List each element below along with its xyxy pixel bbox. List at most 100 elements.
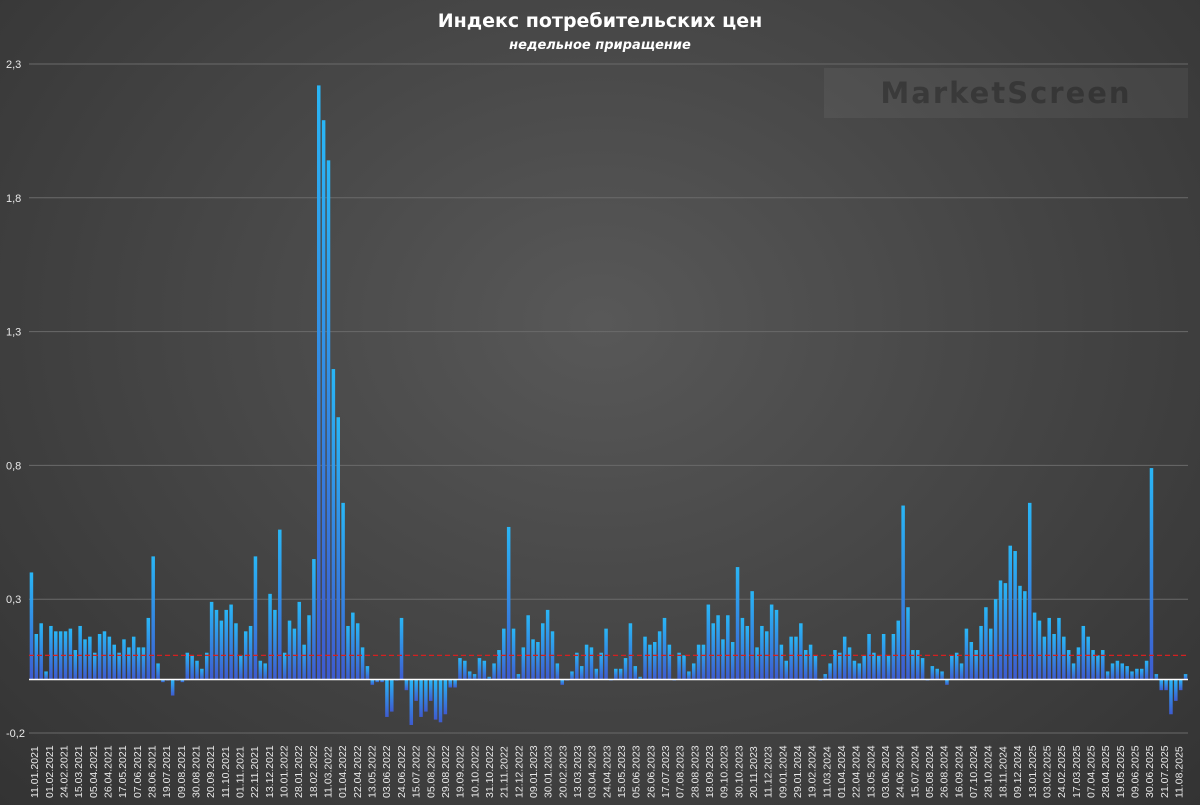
bar [107,636,112,680]
bar [209,601,214,680]
bar [482,660,487,680]
y-axis: -0,2 0,3 0,8 1,3 1,8 2,3 [6,59,25,740]
bar [185,652,190,680]
x-tick-label: 13.01.2025 [1027,745,1039,798]
bar [950,655,954,680]
bar [219,620,224,680]
x-tick-label: 01.02.2021 [44,745,56,798]
x-tick-label: 24.02.2021 [58,745,70,798]
bar [560,679,564,685]
x-tick-label: 03.06.2024 [880,745,892,798]
x-tick-label: 07.08.2023 [675,745,687,798]
bar [214,609,219,680]
bar [760,625,764,680]
bar [618,668,623,680]
x-tick-label: 05.08.2022 [425,745,437,798]
bar [706,604,711,680]
x-tick-label: 24.02.2025 [1056,745,1068,798]
x-tick-label: 30.10.2023 [733,745,745,798]
bar [1027,502,1032,680]
bar [229,604,233,680]
bar [34,633,39,680]
bar [633,666,638,680]
x-tick-label: 10.01.2022 [279,745,291,798]
bar [974,650,978,680]
bar [657,631,662,680]
bar [526,615,530,680]
bar [146,617,151,680]
x-tick-label: 31.10.2022 [484,745,496,798]
bar [1023,591,1027,680]
bar [88,636,92,680]
bar [721,639,725,680]
bar [945,679,949,685]
y-tick-label: 1,8 [6,193,21,205]
x-tick-label: 01.11.2021 [235,746,247,798]
bar [1013,551,1017,680]
x-tick-label: 13.12.2021 [264,745,276,798]
bar [779,644,784,680]
x-tick-label: 30.08.2021 [191,745,203,798]
x-tick-label: 10.10.2022 [469,745,481,798]
bar [750,591,754,680]
bar [1149,468,1154,680]
bar [390,679,394,712]
bar [433,679,438,720]
bar [662,617,667,680]
x-tick-label: 11.08.2025 [1173,746,1185,798]
bar [594,668,599,680]
x-tick-label: 26.04.2021 [102,745,114,798]
bar [1071,663,1076,680]
bar [604,628,608,680]
bar [497,650,501,680]
chart-subtitle: недельное приращение [509,38,691,53]
x-tick-label: 05.06.2023 [631,745,643,798]
x-tick-label: 24.06.2022 [396,745,408,798]
bar [443,679,448,715]
x-tick-label: 07.06.2021 [132,745,144,798]
bar [696,644,701,680]
x-tick-label: 18.09.2023 [704,745,716,798]
bar [278,529,282,680]
bar [541,623,545,680]
bar [1105,671,1110,680]
bar [915,650,920,680]
bar [808,644,813,680]
bar [911,650,915,680]
bar [195,660,199,680]
x-tick-label: 03.04.2023 [587,745,599,798]
bar [170,679,175,696]
y-tick-label: 2,3 [6,59,21,71]
bar [287,620,292,680]
bar [584,644,589,680]
x-tick-label: 09.12.2024 [1012,745,1024,798]
bar [258,660,263,680]
x-tick-label: 11.03.2022 [323,746,335,798]
bar [351,612,355,680]
bars [29,85,1188,725]
bar [326,160,331,680]
x-tick-label: 09.01.2023 [528,745,540,798]
bar [385,679,389,717]
bar [29,572,34,680]
x-tick-label: 21.11.2022 [499,746,511,798]
bar [789,636,793,680]
bar [769,604,774,680]
bar [867,633,871,680]
x-tick-label: 28.08.2023 [689,745,701,798]
bar [73,650,78,680]
x-tick-label: 13.05.2022 [367,745,379,798]
x-tick-label: 16.09.2024 [953,745,965,798]
bar [677,652,681,680]
bar [321,120,326,680]
bar [891,633,896,680]
bar [1091,650,1095,680]
bar [78,625,82,680]
bar [643,636,647,680]
x-tick-label: 11.12.2023 [763,746,775,798]
x-tick-label: 22.04.2022 [352,745,364,798]
bar [896,620,901,680]
x-tick-label: 17.03.2025 [1071,745,1083,798]
bar [730,642,735,680]
x-tick-label: 28.06.2021 [147,745,159,798]
